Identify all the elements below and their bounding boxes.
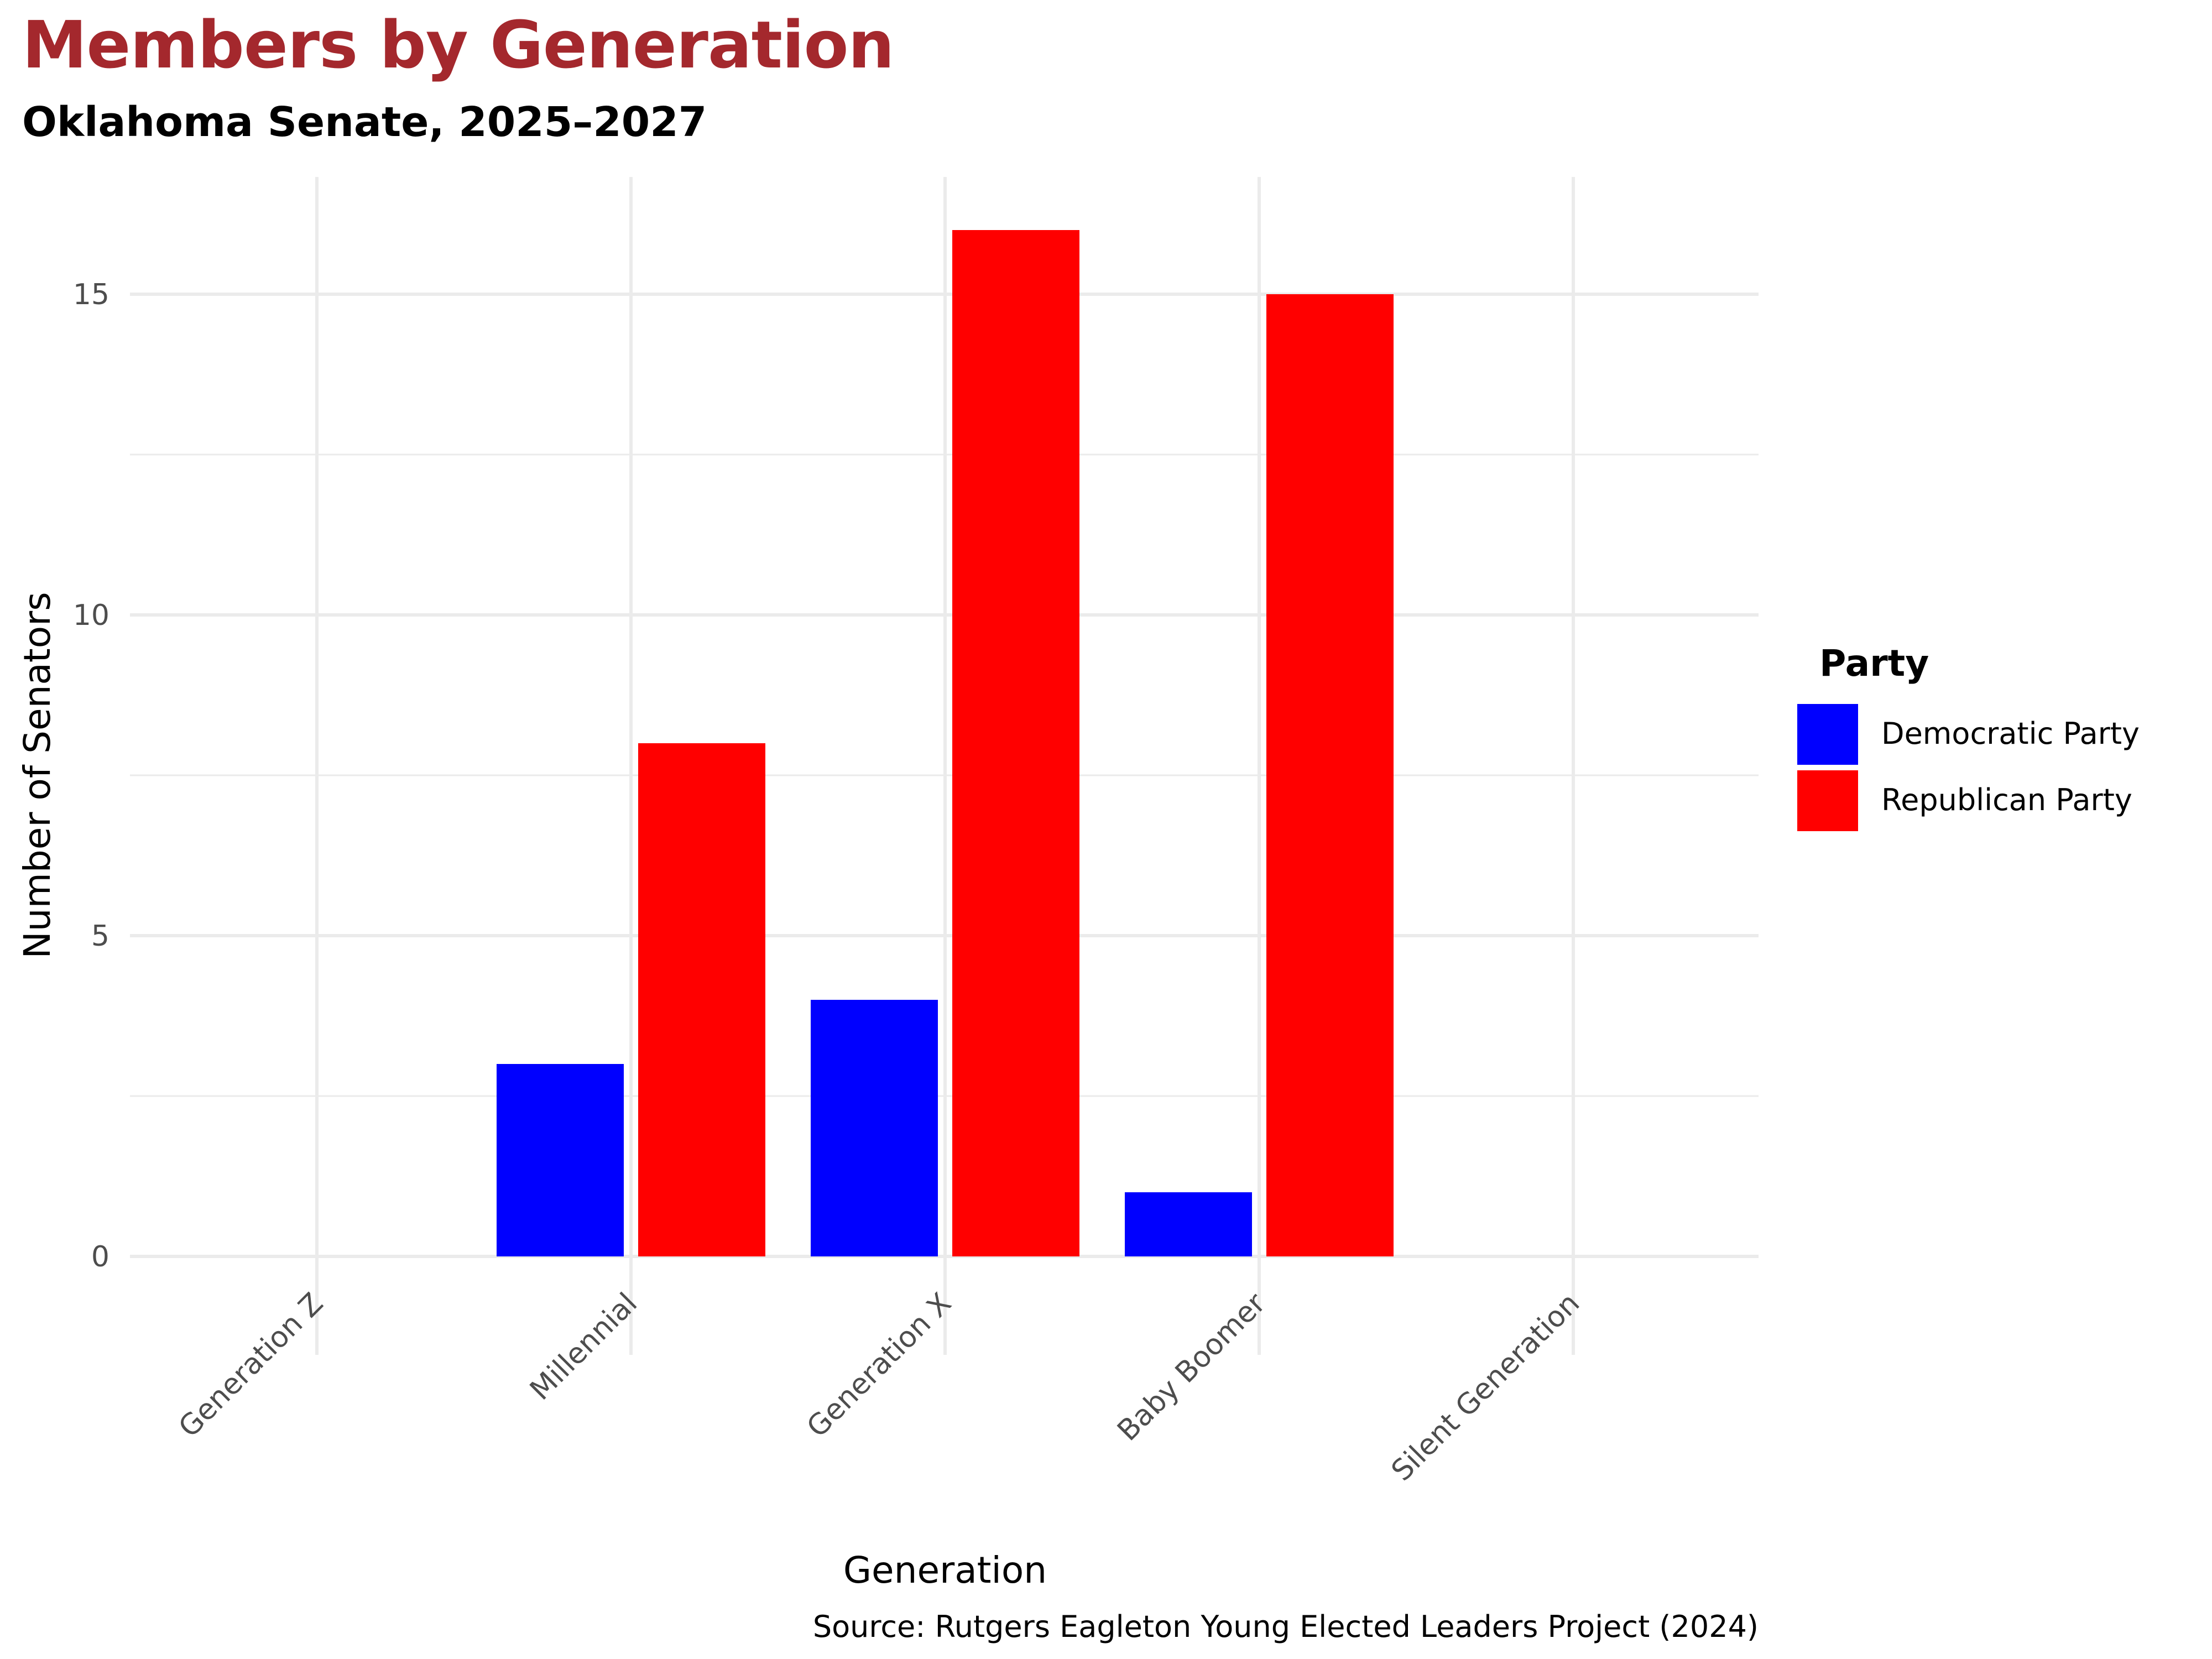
bar-republican-party-baby-boomer <box>1266 294 1394 1256</box>
y-axis-title: Number of Senators <box>16 592 59 958</box>
legend-swatch <box>1797 704 1858 765</box>
bar-republican-party-generation-x <box>952 230 1079 1256</box>
bar-democratic-party-baby-boomer <box>1125 1192 1252 1256</box>
x-axis-ticks: Generation Z Millennial Generation X Baby B… <box>173 1286 1586 1488</box>
y-axis-ticks: 0 5 10 15 <box>73 278 109 1274</box>
bars <box>497 230 1394 1256</box>
x-tick-label: Millennial <box>524 1287 644 1407</box>
y-tick-label: 10 <box>73 599 109 632</box>
legend-item: Democratic Party <box>1797 704 2140 765</box>
x-tick-label: Silent Generation <box>1385 1287 1586 1488</box>
y-tick-label: 5 <box>91 920 109 953</box>
legend-item: Republican Party <box>1797 770 2132 831</box>
legend-title: Party <box>1819 642 1929 685</box>
bar-republican-party-millennial <box>638 743 765 1256</box>
source-caption: Source: Rutgers Eagleton Young Elected L… <box>813 1609 1759 1644</box>
legend-label: Republican Party <box>1881 782 2132 817</box>
grid <box>130 177 1759 1355</box>
y-tick-label: 15 <box>73 278 109 311</box>
y-tick-label: 0 <box>91 1240 109 1274</box>
x-axis-title: Generation <box>843 1549 1047 1592</box>
legend: Party Democratic Party Republican Party <box>1797 642 2140 831</box>
bar-democratic-party-millennial <box>497 1064 624 1256</box>
bar-democratic-party-generation-x <box>811 1000 938 1256</box>
chart-title: Members by Generation <box>22 7 895 83</box>
legend-label: Democratic Party <box>1881 716 2140 751</box>
x-tick-label: Baby Boomer <box>1111 1286 1272 1447</box>
x-tick-label: Generation X <box>801 1287 958 1444</box>
chart-subtitle: Oklahoma Senate, 2025–2027 <box>22 98 707 146</box>
x-tick-label: Generation Z <box>173 1287 330 1444</box>
legend-swatch <box>1797 770 1858 831</box>
